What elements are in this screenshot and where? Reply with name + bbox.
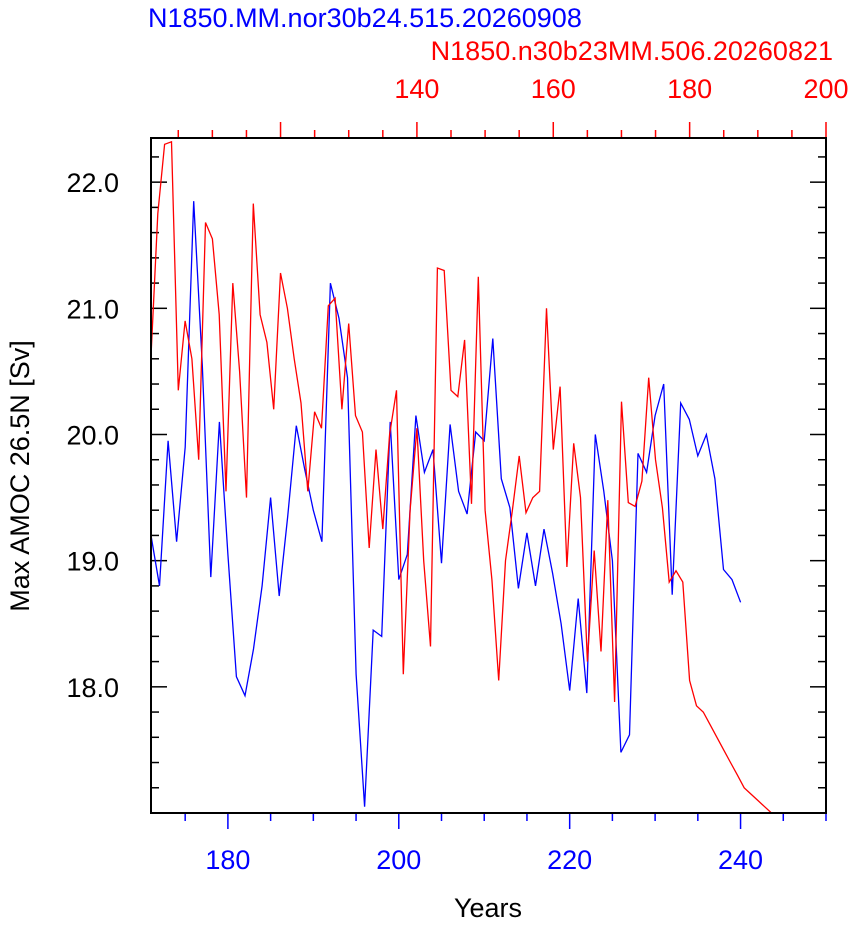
bottom-x-tick-label: 200: [376, 845, 421, 875]
y-tick-label: 22.0: [66, 168, 119, 198]
top-x-axis: 140 160 180 200: [177, 74, 849, 138]
bottom-x-tick-label: 220: [547, 845, 592, 875]
series-line-red: [151, 140, 826, 813]
top-x-tick-label: 180: [667, 74, 712, 104]
y-axis-label: Max AMOC 26.5N [Sv]: [5, 340, 35, 612]
y-tick-label: 18.0: [66, 673, 119, 703]
series-title-red: N1850.n30b23MM.506.20260821: [431, 36, 833, 66]
top-x-tick-label: 160: [531, 74, 576, 104]
y-axis: 18.0 19.0 20.0 21.0 22.0: [66, 156, 826, 814]
series-line-blue: [151, 201, 742, 807]
bottom-x-axis: 180 200 220 240: [184, 813, 827, 875]
x-axis-label: Years: [454, 893, 522, 923]
y-tick-label: 21.0: [66, 294, 119, 324]
plot-frame: [150, 137, 827, 814]
top-x-tick-label: 140: [394, 74, 439, 104]
bottom-x-tick-label: 240: [718, 845, 763, 875]
bottom-x-tick-label: 180: [205, 845, 250, 875]
series-title-blue: N1850.MM.nor30b24.515.20260908: [148, 3, 582, 33]
top-x-tick-label: 200: [803, 74, 848, 104]
y-tick-label: 19.0: [66, 547, 119, 577]
y-tick-label: 20.0: [66, 420, 119, 450]
